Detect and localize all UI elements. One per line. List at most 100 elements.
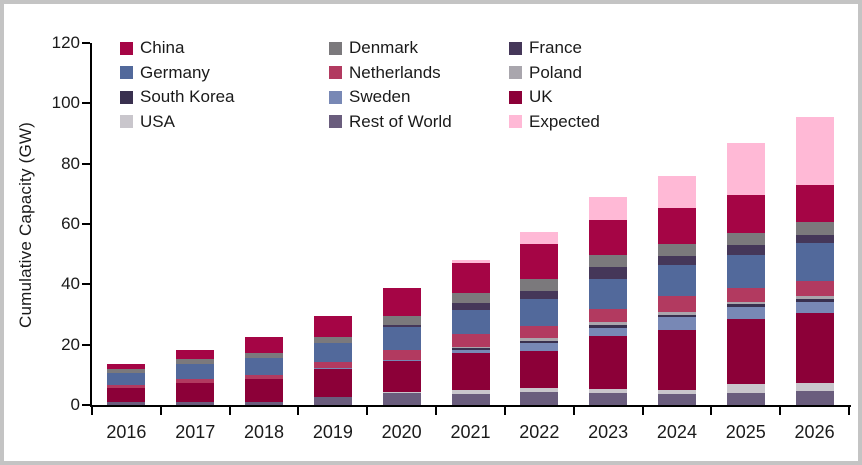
bar-segment-rest-of-world — [245, 401, 284, 405]
bar-segment-usa — [726, 383, 765, 393]
x-tick-mark — [503, 407, 506, 415]
y-tick-mark — [82, 42, 90, 44]
bar-segment-germany — [382, 326, 421, 350]
bar-segment-denmark — [726, 232, 765, 246]
bar-segment-expected — [795, 116, 834, 185]
bar-segment-denmark — [107, 369, 146, 374]
bar-segment-rest-of-world — [795, 391, 834, 405]
bar-segment-netherlands — [451, 333, 490, 348]
x-tick-mark — [297, 407, 300, 415]
bar-segment-expected — [589, 197, 628, 221]
legend-label: USA — [140, 111, 175, 131]
legend-item-poland: Poland — [509, 61, 600, 86]
bar-segment-uk — [451, 352, 490, 390]
bar-segment-germany — [245, 357, 284, 375]
y-tick-mark — [82, 283, 90, 286]
bar-segment-uk — [176, 383, 215, 402]
bar-segment-rest-of-world — [589, 392, 628, 405]
bar-segment-germany — [657, 265, 696, 297]
x-axis-label: 2023 — [588, 422, 629, 442]
x-axis-label: 2025 — [725, 422, 766, 442]
bar-segment-france — [382, 325, 421, 327]
bar-segment-netherlands — [726, 287, 765, 302]
x-tick-mark — [848, 407, 850, 415]
x-tick-mark — [366, 407, 369, 415]
legend-item-sweden: Sweden — [329, 85, 509, 110]
bar-segment-sweden — [657, 317, 696, 330]
bar-segment-netherlands — [657, 296, 696, 313]
bar-segment-uk — [382, 360, 421, 393]
x-axis-line — [90, 405, 851, 407]
bar-segment-poland — [726, 301, 765, 305]
bar-2026 — [795, 116, 834, 405]
bar-segment-denmark — [795, 221, 834, 235]
x-tick-mark — [435, 407, 438, 415]
bar-segment-sweden — [107, 387, 146, 389]
bar-segment-poland — [520, 338, 559, 342]
y-tick-mark — [82, 223, 90, 225]
bar-segment-expected — [657, 175, 696, 208]
bar-segment-denmark — [176, 359, 215, 364]
bar-segment-netherlands — [382, 349, 421, 360]
bar-segment-denmark — [313, 337, 352, 343]
y-tick-label: 120 — [51, 33, 80, 52]
legend-item-usa: USA — [120, 110, 329, 135]
legend-item-netherlands: Netherlands — [329, 61, 509, 86]
bar-segment-uk — [245, 379, 284, 402]
legend-item-france: France — [509, 36, 600, 61]
x-axis-label: 2022 — [519, 422, 560, 442]
x-tick-mark — [779, 407, 782, 415]
bar-segment-sweden — [313, 368, 352, 369]
bar-segment-denmark — [245, 353, 284, 358]
bar-segment-expected — [726, 142, 765, 195]
plot-area — [92, 43, 849, 405]
bar-segment-south-korea — [657, 314, 696, 318]
x-tick-mark — [641, 407, 644, 415]
bar-segment-france — [451, 302, 490, 311]
bar-2024 — [657, 175, 696, 405]
bar-2023 — [589, 197, 628, 405]
x-axis-label: 2018 — [244, 422, 285, 442]
bar-segment-south-korea — [451, 348, 490, 350]
bar-segment-rest-of-world — [313, 397, 352, 405]
y-tick-label: 100 — [51, 93, 80, 113]
bar-segment-netherlands — [795, 281, 834, 297]
legend-label: South Korea — [140, 87, 235, 107]
legend-label: Germany — [140, 62, 210, 82]
bar-segment-uk — [589, 335, 628, 390]
bar-2016 — [107, 364, 146, 405]
bar-segment-netherlands — [313, 361, 352, 369]
x-axis-label: 2016 — [106, 422, 147, 442]
bar-segment-china — [657, 207, 696, 244]
x-tick-mark — [710, 407, 713, 415]
bar-segment-netherlands — [107, 384, 146, 388]
legend-swatch-icon — [509, 41, 522, 55]
bar-segment-usa — [382, 392, 421, 394]
bar-segment-sweden — [451, 349, 490, 353]
bar-segment-china — [107, 364, 146, 370]
y-tick-mark — [82, 404, 90, 406]
bar-segment-uk — [107, 388, 146, 402]
bar-segment-poland — [589, 322, 628, 326]
legend-swatch-icon — [329, 66, 342, 80]
bar-segment-uk — [313, 368, 352, 397]
bar-segment-germany — [313, 342, 352, 362]
bar-segment-netherlands — [520, 326, 559, 339]
legend-label: Poland — [529, 62, 582, 82]
bar-segment-usa — [451, 389, 490, 394]
bar-2020 — [382, 287, 421, 405]
bar-segment-uk — [520, 350, 559, 389]
y-tick-label: 0 — [70, 395, 80, 414]
legend-item-uk: UK — [509, 85, 600, 110]
bar-segment-poland — [451, 347, 490, 349]
bar-segment-germany — [451, 310, 490, 334]
x-tick-mark — [572, 407, 575, 415]
legend-swatch-icon — [120, 41, 133, 55]
legend-swatch-icon — [120, 115, 133, 129]
bar-segment-sweden — [176, 382, 215, 384]
bar-segment-rest-of-world — [382, 393, 421, 405]
bar-segment-germany — [726, 255, 765, 288]
bar-segment-uk — [795, 313, 834, 383]
bar-segment-germany — [795, 243, 834, 282]
bar-segment-china — [520, 244, 559, 280]
